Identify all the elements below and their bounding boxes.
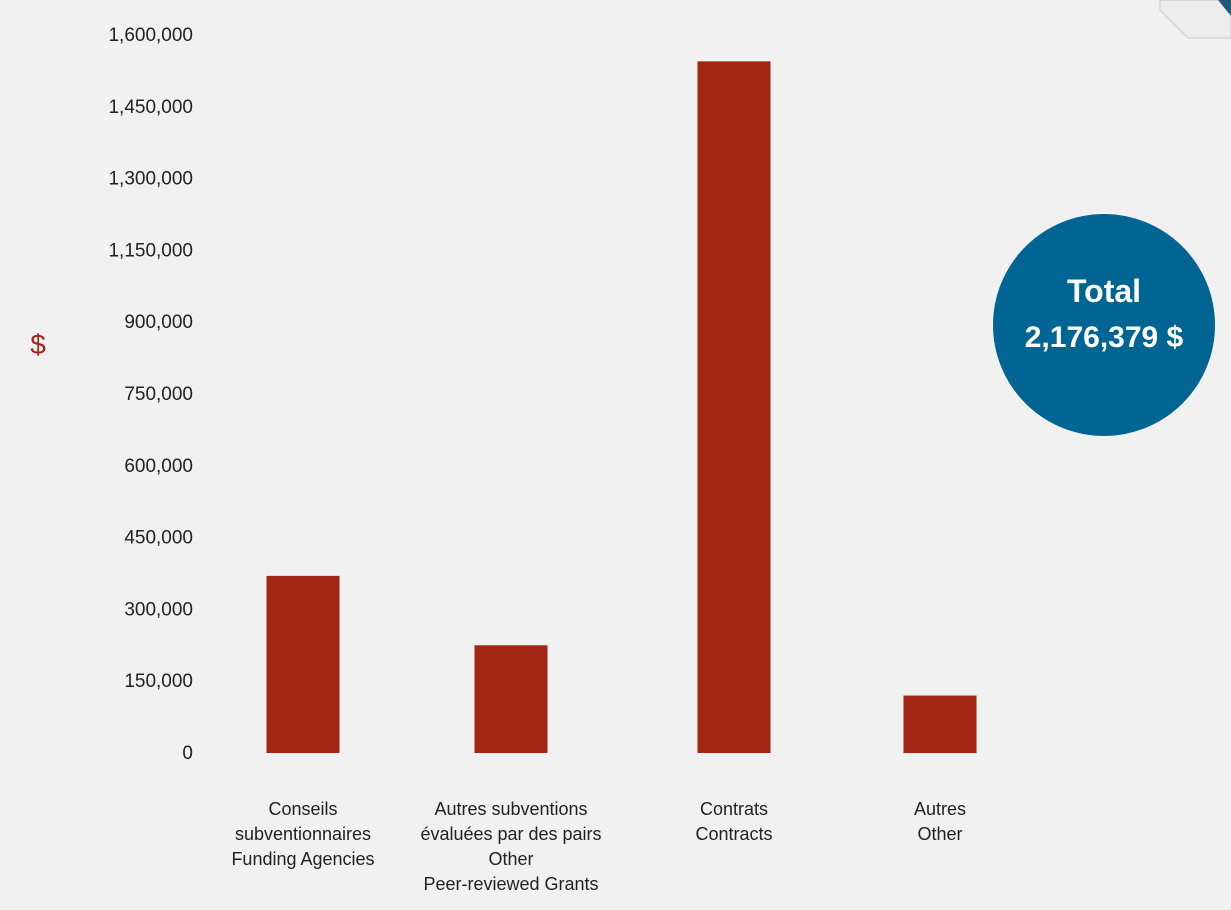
x-category-label: Conseils subventionnaires Funding Agencies: [231, 799, 374, 869]
y-tick-label: 0: [182, 743, 193, 764]
total-badge: Total 2,176,379 $: [993, 214, 1215, 436]
y-axis-ticks: 0 150,000 300,000 450,000 600,000 750,000 900,…: [108, 25, 193, 764]
y-tick-label: 1,300,000: [108, 169, 193, 190]
total-value: 2,176,379 $: [1025, 321, 1184, 354]
y-tick-label: 450,000: [124, 528, 193, 549]
y-tick-label: 150,000: [124, 671, 193, 692]
y-tick-label: 900,000: [124, 312, 193, 333]
x-category-label: Contrats Contracts: [695, 799, 772, 844]
total-title: Total: [1067, 273, 1141, 309]
total-circle: [993, 214, 1215, 436]
y-tick-label: 600,000: [124, 456, 193, 477]
y-tick-label: 1,450,000: [108, 97, 193, 118]
corner-hexagon-decoration: [1159, 0, 1231, 39]
y-axis-unit-label: $: [30, 329, 46, 360]
x-category-label: Autres Other: [914, 799, 966, 844]
y-tick-label: 750,000: [124, 384, 193, 405]
y-tick-label: 1,150,000: [108, 240, 193, 261]
x-axis-labels: Conseils subventionnaires Funding Agencies…: [231, 799, 966, 894]
bar: [903, 695, 977, 753]
bar: [266, 575, 340, 753]
bar: [474, 645, 548, 753]
bar: [697, 61, 771, 754]
bars: [266, 61, 977, 754]
y-tick-label: 1,600,000: [108, 25, 193, 46]
x-category-label: Autres subventions évaluées par des pairs…: [420, 799, 601, 894]
y-tick-label: 300,000: [124, 599, 193, 620]
